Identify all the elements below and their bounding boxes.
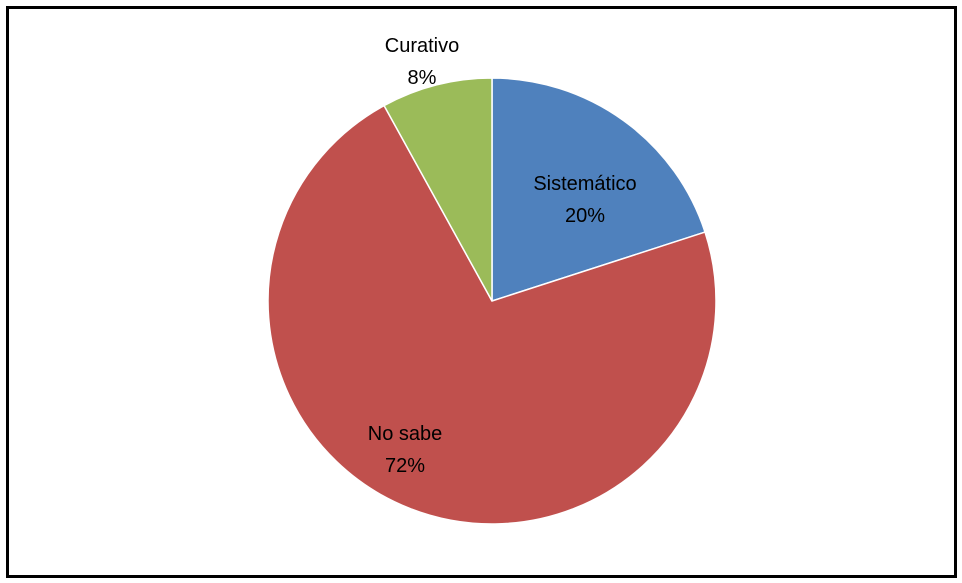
slice-label-no-sabe: No sabe xyxy=(368,423,443,445)
slice-percent-no-sabe: 72% xyxy=(385,455,425,477)
slice-percent-sistematico: 20% xyxy=(565,205,605,227)
slice-labels: Sistemático 20% No sabe 72% Curativo 8% xyxy=(368,35,637,477)
pie-slice-no-sabe xyxy=(267,104,717,525)
slice-percent-curativo: 8% xyxy=(408,67,437,89)
pie-slices xyxy=(267,77,717,525)
pie-slice-curativo xyxy=(383,77,493,302)
slice-label-sistematico: Sistemático xyxy=(533,173,636,195)
slice-label-curativo: Curativo xyxy=(385,35,459,57)
pie-slice-sistem-tico xyxy=(491,77,706,303)
